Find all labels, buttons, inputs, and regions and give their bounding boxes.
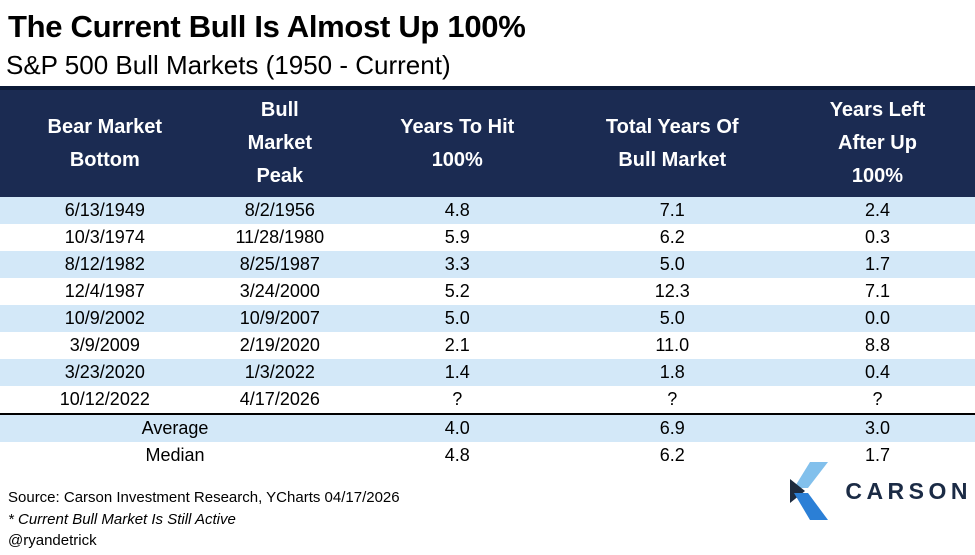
summary-cell: 4.8 bbox=[444, 445, 470, 465]
table-cell: 6/13/1949 bbox=[64, 200, 145, 220]
summary-cell: 1.7 bbox=[864, 445, 890, 465]
table-cell: 5.0 bbox=[659, 254, 685, 274]
table-cell: 1.7 bbox=[864, 254, 890, 274]
summary-cell: 6.9 bbox=[564, 413, 780, 442]
author-handle: @ryandetrick bbox=[8, 532, 97, 549]
table-row: 3/23/2020 1/3/2022 1.4 1.8 0.4 bbox=[0, 359, 975, 386]
table-cell: 10/12/2022 bbox=[59, 389, 150, 409]
summary-row-average: Average 4.0 6.9 3.0 bbox=[0, 413, 975, 442]
table-cell: 8.8 bbox=[864, 335, 890, 355]
summary-label: Average bbox=[0, 413, 351, 442]
col-header-years-left: Years Left After Up 100% bbox=[779, 86, 975, 197]
carson-logo: CARSON bbox=[790, 462, 972, 520]
table-cell: 5.2 bbox=[444, 281, 470, 301]
page-title: The Current Bull Is Almost Up 100% bbox=[8, 9, 526, 44]
table-row: 8/12/1982 8/25/1987 3.3 5.0 1.7 bbox=[0, 251, 975, 278]
table-row: 10/3/1974 11/28/1980 5.9 6.2 0.3 bbox=[0, 224, 975, 251]
table-row: 3/9/2009 2/19/2020 2.1 11.0 8.8 bbox=[0, 332, 975, 359]
table-cell: 1/3/2022 bbox=[244, 362, 315, 382]
table-cell: 10/9/2007 bbox=[239, 308, 320, 328]
table-cell: ? bbox=[667, 389, 678, 409]
table-cell: ? bbox=[872, 389, 883, 409]
table-cell: 12.3 bbox=[654, 281, 690, 301]
logo-dark-triangle bbox=[790, 479, 806, 503]
table-row: 10/9/2002 10/9/2007 5.0 5.0 0.0 bbox=[0, 305, 975, 332]
footnote-text: * Current Bull Market Is Still Active bbox=[8, 510, 236, 528]
table-cell: 12/4/1987 bbox=[64, 281, 145, 301]
carson-logo-icon bbox=[790, 462, 829, 520]
source-text: Source: Carson Investment Research, YCha… bbox=[8, 489, 400, 506]
summary-cell: 6.2 bbox=[659, 445, 685, 465]
table-cell: 10/9/2002 bbox=[64, 308, 145, 328]
col-header-years-to-hit-100: Years To Hit 100% bbox=[350, 86, 565, 197]
logo-blue-triangle bbox=[794, 493, 829, 520]
table-cell: 4.8 bbox=[444, 200, 470, 220]
table-cell: 8/12/1982 bbox=[64, 254, 145, 274]
footer-notes: Source: Carson Investment Research, YCha… bbox=[8, 487, 975, 552]
table-row: 6/13/1949 8/2/1956 4.8 7.1 2.4 bbox=[0, 197, 975, 224]
carson-wordmark: CARSON bbox=[845, 477, 972, 504]
table-header: Bear Market Bottom Bull Market Peak Year… bbox=[0, 86, 975, 197]
table-cell: 0.3 bbox=[864, 227, 890, 247]
table-cell: 0.4 bbox=[864, 362, 890, 382]
table-cell: ? bbox=[452, 389, 463, 409]
col-header-total-years: Total Years Of Bull Market bbox=[564, 86, 780, 197]
table-cell: 5.0 bbox=[659, 308, 685, 328]
table-cell: 3/9/2009 bbox=[69, 335, 140, 355]
table-cell: 2.4 bbox=[864, 200, 890, 220]
table-cell: 7.1 bbox=[659, 200, 685, 220]
table-cell: 7.1 bbox=[864, 281, 890, 301]
bull-markets-table: Bear Market Bottom Bull Market Peak Year… bbox=[0, 86, 975, 469]
table-summary: Average 4.0 6.9 3.0 Median 4.8 6.2 1.7 bbox=[0, 413, 975, 469]
table-cell: 4/17/2026 bbox=[239, 389, 320, 409]
table-cell: 1.8 bbox=[659, 362, 685, 382]
summary-row-median: Median 4.8 6.2 1.7 bbox=[0, 442, 975, 469]
logo-light-triangle bbox=[794, 462, 829, 488]
table-cell: 3.3 bbox=[444, 254, 470, 274]
col-header-bear-market-bottom: Bear Market Bottom bbox=[0, 86, 210, 197]
table-cell: 2.1 bbox=[444, 335, 470, 355]
table-cell: 1.4 bbox=[444, 362, 470, 382]
table-cell: 5.9 bbox=[444, 227, 470, 247]
summary-label: Median bbox=[145, 445, 205, 465]
table-row: 10/12/2022 4/17/2026??? bbox=[0, 386, 975, 414]
table-cell: 0.0 bbox=[864, 308, 890, 328]
table-cell: 8/25/1987 bbox=[239, 254, 320, 274]
table-cell: 3/23/2020 bbox=[64, 362, 145, 382]
table-cell: 2/19/2020 bbox=[239, 335, 320, 355]
table-cell: 8/2/1956 bbox=[244, 200, 315, 220]
table-body: 6/13/1949 8/2/1956 4.8 7.1 2.4 10/3/1974 11/28… bbox=[0, 197, 975, 414]
summary-cell: 4.0 bbox=[350, 413, 565, 442]
table-cell: 6.2 bbox=[659, 227, 685, 247]
table-cell: 5.0 bbox=[444, 308, 470, 328]
header-row: Bear Market Bottom Bull Market Peak Year… bbox=[0, 86, 975, 197]
table-cell: 11.0 bbox=[655, 335, 690, 355]
table-cell: 3/24/2000 bbox=[239, 281, 320, 301]
table-cell: 11/28/1980 bbox=[235, 227, 325, 247]
summary-cell: 3.0 bbox=[779, 413, 975, 442]
table-cell: 10/3/1974 bbox=[64, 227, 145, 247]
table-row: 12/4/1987 3/24/2000 5.2 12.3 7.1 bbox=[0, 278, 975, 305]
col-header-bull-market-peak: Bull Market Peak bbox=[209, 86, 351, 197]
page-subtitle: S&P 500 Bull Markets (1950 - Current) bbox=[6, 50, 451, 80]
